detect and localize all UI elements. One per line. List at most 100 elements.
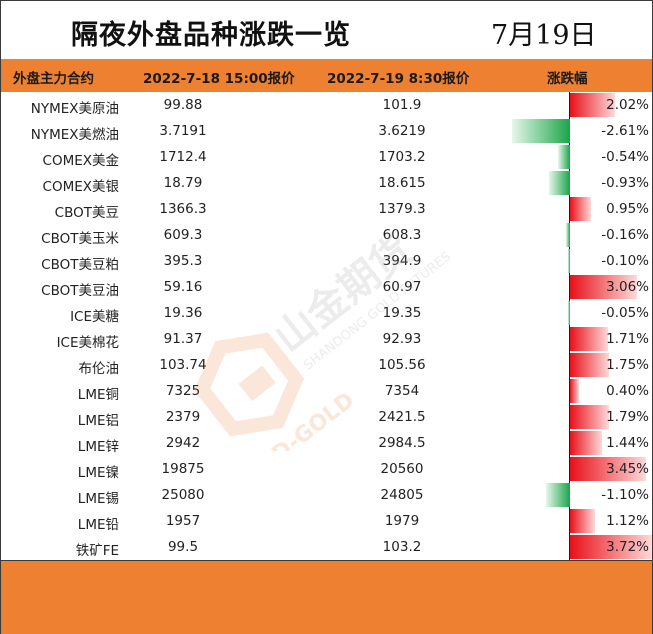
change-axis-line — [569, 92, 570, 560]
change-percent: 0.95% — [606, 201, 649, 217]
price-prev: 25080 — [161, 487, 205, 503]
change-bar — [570, 405, 609, 429]
price-prev: 1712.4 — [159, 149, 207, 165]
contract-name: COMEX美银 — [42, 179, 119, 195]
page-title: 隔夜外盘品种涨跌一览 — [71, 20, 351, 51]
price-latest: 2421.5 — [378, 409, 426, 425]
change-bar — [512, 119, 570, 143]
table-row: LME镍 19875 20560 3.45% — [1, 456, 652, 482]
price-latest: 394.9 — [382, 253, 422, 269]
price-prev: 18.79 — [163, 175, 203, 191]
change-bar — [570, 93, 615, 117]
change-bar — [570, 379, 579, 403]
change-percent: 1.12% — [606, 513, 649, 529]
change-percent: 1.75% — [606, 357, 649, 373]
header-change: 涨跌幅 — [547, 71, 588, 87]
contract-name: LME锌 — [77, 439, 119, 455]
price-prev: 19875 — [161, 461, 205, 477]
price-prev: 103.74 — [159, 357, 207, 373]
price-latest: 7354 — [384, 383, 420, 399]
table-row: COMEX美金 1712.4 1703.2 -0.54% — [1, 144, 652, 170]
change-percent: 3.06% — [606, 279, 649, 295]
contract-name: LME锡 — [77, 491, 119, 507]
table-body: NYMEX美原油 99.88 101.9 2.02% NYMEX美燃油 3.7191 3.6… — [1, 92, 652, 560]
price-prev: 19.36 — [163, 305, 203, 321]
change-percent: -0.05% — [601, 305, 649, 321]
change-percent: 1.79% — [606, 409, 649, 425]
contract-name: CBOT美豆油 — [41, 283, 119, 299]
table-row: NYMEX美燃油 3.7191 3.6219 -2.61% — [1, 118, 652, 144]
change-percent: 3.45% — [606, 461, 649, 477]
table-row: LME锌 2942 2984.5 1.44% — [1, 430, 652, 456]
contract-name: CBOT美豆粕 — [41, 257, 119, 273]
price-prev: 1366.3 — [159, 201, 207, 217]
table-row: COMEX美银 18.79 18.615 -0.93% — [1, 170, 652, 196]
change-percent: 3.72% — [606, 539, 649, 555]
price-latest: 20560 — [380, 461, 424, 477]
price-prev: 59.16 — [163, 279, 203, 295]
footer-band — [1, 560, 652, 634]
price-latest: 2984.5 — [378, 435, 426, 451]
change-percent: 1.71% — [606, 331, 649, 347]
change-bar — [566, 223, 570, 247]
table-row: LME锡 25080 24805 -1.10% — [1, 482, 652, 508]
price-latest: 60.97 — [382, 279, 422, 295]
change-bar — [570, 535, 652, 559]
table-row: NYMEX美原油 99.88 101.9 2.02% — [1, 92, 652, 118]
contract-name: CBOT美豆 — [54, 205, 119, 221]
table-row: CBOT美豆 1366.3 1379.3 0.95% — [1, 196, 652, 222]
contract-name: LME镍 — [77, 465, 119, 481]
table-row: ICE美糖 19.36 19.35 -0.05% — [1, 300, 652, 326]
change-bar — [558, 145, 570, 169]
header-price-1: 2022-7-18 15:00报价 — [143, 71, 295, 87]
contract-name: ICE美糖 — [70, 309, 119, 325]
contract-name: ICE美棉花 — [56, 335, 119, 351]
price-latest: 19.35 — [382, 305, 422, 321]
change-percent: -0.54% — [601, 149, 649, 165]
price-latest: 1379.3 — [378, 201, 426, 217]
change-percent: -0.93% — [601, 175, 649, 191]
table-row: LME铅 1957 1979 1.12% — [1, 508, 652, 534]
change-bar — [570, 327, 608, 351]
table-row: LME铝 2379 2421.5 1.79% — [1, 404, 652, 430]
table-row: CBOT美豆油 59.16 60.97 3.06% — [1, 274, 652, 300]
price-prev: 609.3 — [163, 227, 203, 243]
table-row: ICE美棉花 91.37 92.93 1.71% — [1, 326, 652, 352]
price-prev: 7325 — [165, 383, 201, 399]
change-bar — [568, 249, 570, 273]
price-latest: 1979 — [384, 513, 420, 529]
change-bar — [570, 353, 609, 377]
contract-name: 布伦油 — [78, 361, 120, 377]
change-percent: -0.16% — [601, 227, 649, 243]
contract-name: LME铜 — [77, 387, 119, 403]
change-bar — [570, 431, 602, 455]
change-bar — [570, 197, 591, 221]
table-row: CBOT美豆粕 395.3 394.9 -0.10% — [1, 248, 652, 274]
price-latest: 3.6219 — [378, 123, 426, 139]
contract-name: LME铝 — [77, 413, 119, 429]
price-prev: 2942 — [165, 435, 201, 451]
report-date: 7月19日 — [491, 20, 597, 51]
change-bar — [568, 301, 570, 325]
change-bar — [570, 509, 595, 533]
change-percent: -0.10% — [601, 253, 649, 269]
price-latest: 105.56 — [378, 357, 426, 373]
change-percent: -2.61% — [601, 123, 649, 139]
price-prev: 99.5 — [167, 539, 199, 555]
change-percent: 1.44% — [606, 435, 649, 451]
price-latest: 101.9 — [382, 97, 422, 113]
price-prev: 2379 — [165, 409, 201, 425]
change-percent: -1.10% — [601, 487, 649, 503]
price-latest: 103.2 — [382, 539, 422, 555]
title-bar: 隔夜外盘品种涨跌一览 7月19日 — [1, 1, 652, 59]
contract-name: LME铅 — [77, 517, 119, 533]
table-row: 铁矿FE 99.5 103.2 3.72% — [1, 534, 652, 560]
price-prev: 395.3 — [163, 253, 203, 269]
contract-name: 铁矿FE — [75, 543, 119, 559]
change-percent: 0.40% — [606, 383, 649, 399]
change-bar — [546, 483, 570, 507]
price-prev: 99.88 — [163, 97, 203, 113]
price-latest: 24805 — [380, 487, 424, 503]
table-header: 外盘主力合约 2022-7-18 15:00报价 2022-7-19 8:30报… — [1, 59, 652, 92]
